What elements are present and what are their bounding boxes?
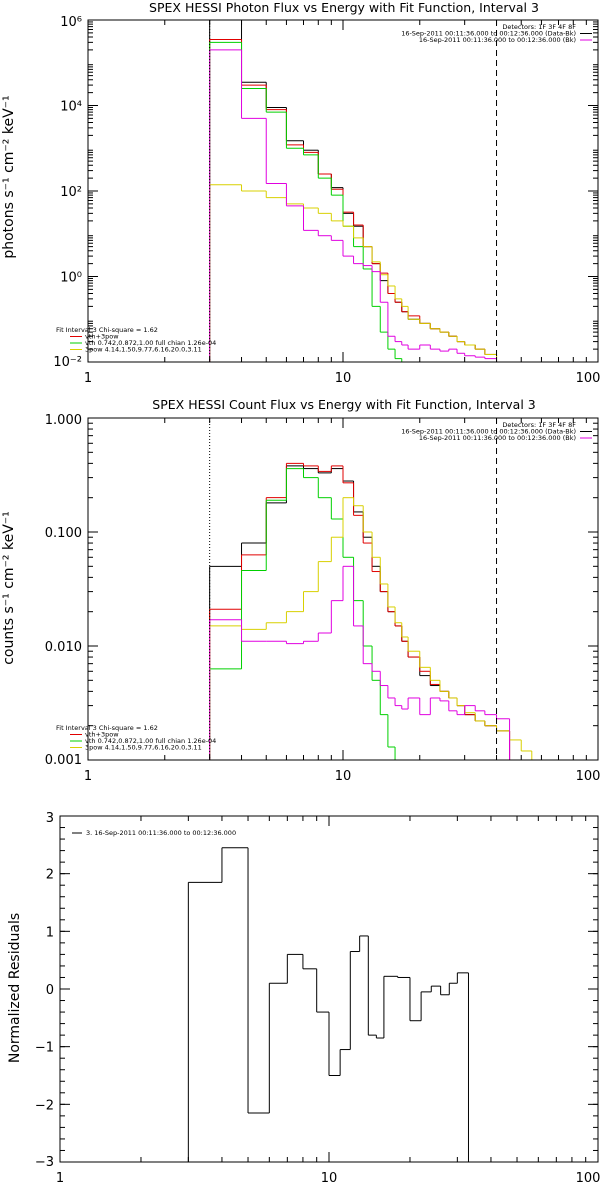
residuals-panel: Normalized Residuals 1 10 100 −3 −2 −1 0 1 2 3 3.… xyxy=(7,811,600,1186)
count-flux-panel: SPEX HESSI Count Flux vs Energy with Fit… xyxy=(1,397,600,784)
count-y-tick-label: 0.010 xyxy=(45,640,82,655)
photon-legend-bottom-text: 3pow 4.14,1.50,9.77,6.16,20.0,3.11 xyxy=(85,346,202,354)
photon-flux-panel: SPEX HESSI Photon Flux vs Energy with Fi… xyxy=(1,0,600,386)
photon-x-tick-label: 100 xyxy=(576,371,600,386)
count-legend-bottom-text: Fit Interval 3 Chi-square = 1.62 xyxy=(56,724,158,732)
residuals-y-tick-label: 2 xyxy=(46,868,54,883)
residuals-legend-text: 3. 16-Sep-2011 00:11:36.000 to 00:12:36.… xyxy=(86,829,236,837)
count-y-tick-label: 0.100 xyxy=(45,526,82,541)
count-legend-bottom-text: vth 0.742,0.872,1.00 full chian 1.26e-04 xyxy=(85,737,216,745)
photon-legend-bottom: Fit Interval 3 Chi-square = 1.62vth+3pow… xyxy=(56,326,216,354)
residuals-legend: 3. 16-Sep-2011 00:11:36.000 to 00:12:36.… xyxy=(72,829,236,837)
count-legend-bottom-text: 3pow 4.14,1.50,9.77,6.16,20.0,3.11 xyxy=(85,744,202,752)
photon-y-tick-label: 10⁻² xyxy=(53,355,82,370)
photon-panel-title: SPEX HESSI Photon Flux vs Energy with Fi… xyxy=(149,0,539,15)
count-legend-top-text: Detectors: 1F 3F 4F 8F xyxy=(502,421,576,429)
residuals-x-tick-label: 10 xyxy=(321,1171,338,1186)
residuals-y-tick-label: −3 xyxy=(35,1155,54,1170)
count-x-tick-label: 1 xyxy=(84,769,92,784)
photon-legend-top-text: 16-Sep-2011 00:11:36.000 to 00:12:36.000… xyxy=(401,30,576,38)
count-y-tick-label: 1.000 xyxy=(45,413,82,428)
residuals-x-tick-label: 100 xyxy=(576,1171,600,1186)
count-panel-title: SPEX HESSI Count Flux vs Energy with Fit… xyxy=(152,397,535,412)
residuals-y-tick-label: −1 xyxy=(35,1041,54,1056)
residuals-x-tick-label: 1 xyxy=(56,1171,64,1186)
residuals-y-tick-label: −2 xyxy=(35,1098,54,1113)
photon-legend-top-text: Detectors: 1F 3F 4F 8F xyxy=(502,23,576,31)
photon-y-tick-label: 10⁶ xyxy=(60,15,82,30)
count-legend-top-text: 16-Sep-2011 00:11:36.000 to 00:12:36.000… xyxy=(419,434,576,442)
photon-panel-ylabel: photons s⁻¹ cm⁻² keV⁻¹ xyxy=(1,95,17,258)
photon-x-tick-label: 10 xyxy=(335,371,352,386)
residuals-panel-frame xyxy=(59,815,599,1163)
photon-x-tick-label: 1 xyxy=(84,371,92,386)
residuals-y-tick-label: 3 xyxy=(46,811,54,826)
residuals-y-tick-label: 0 xyxy=(46,983,54,998)
photon-legend-bottom-text: vth 0.742,0.872,1.00 full chian 1.26e-04 xyxy=(85,339,216,347)
count-legend-bottom: Fit Interval 3 Chi-square = 1.62vth+3pow… xyxy=(56,724,216,752)
photon-legend-top-text: 16-Sep-2011 00:11:36.000 to 00:12:36.000… xyxy=(419,36,576,44)
photon-legend-bottom-text: vth+3pow xyxy=(85,333,119,341)
count-panel-ylabel: counts s⁻¹ cm⁻² keV⁻¹ xyxy=(1,511,17,665)
count-panel-frame xyxy=(87,417,599,761)
residuals-y-tick-label: 1 xyxy=(46,925,54,940)
photon-y-tick-label: 10² xyxy=(60,185,82,200)
count-x-tick-label: 10 xyxy=(335,769,352,784)
count-x-tick-label: 100 xyxy=(576,769,600,784)
count-legend-top-text: 16-Sep-2011 00:11:36.000 to 00:12:36.000… xyxy=(401,428,576,436)
count-legend-bottom-text: vth+3pow xyxy=(85,731,119,739)
photon-panel-frame xyxy=(87,19,599,363)
photon-y-tick-label: 10⁰ xyxy=(60,271,82,286)
residuals-panel-ylabel: Normalized Residuals xyxy=(7,913,23,1063)
count-y-tick-label: 0.001 xyxy=(45,753,82,768)
photon-legend-bottom-text: Fit Interval 3 Chi-square = 1.62 xyxy=(56,326,158,334)
photon-y-tick-label: 10⁴ xyxy=(60,100,82,115)
